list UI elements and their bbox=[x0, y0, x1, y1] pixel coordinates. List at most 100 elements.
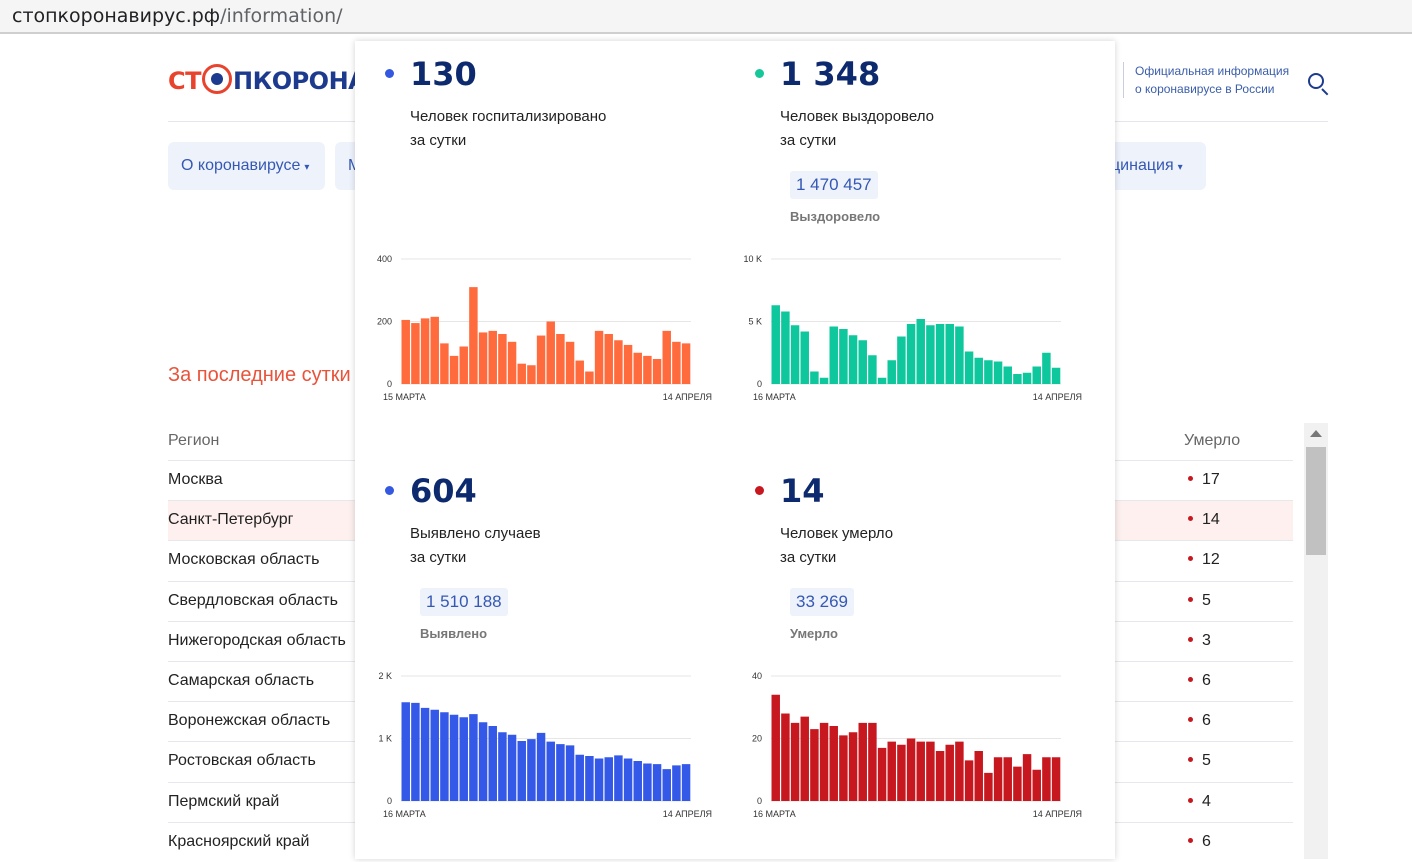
chart-bar[interactable] bbox=[916, 319, 925, 384]
chart-bar[interactable] bbox=[819, 377, 829, 384]
chart-bar[interactable] bbox=[800, 716, 809, 801]
chart-bar[interactable] bbox=[868, 355, 877, 384]
nav-about-coronavirus[interactable]: О коронавирусе ▾ bbox=[168, 142, 325, 190]
chart-bar[interactable] bbox=[623, 758, 633, 802]
chart-bar[interactable] bbox=[565, 745, 575, 801]
chart-bar[interactable] bbox=[469, 714, 478, 801]
chart-bar[interactable] bbox=[469, 287, 478, 384]
chart-bar[interactable] bbox=[643, 763, 652, 802]
chart-bar[interactable] bbox=[430, 316, 439, 384]
chart-bar[interactable] bbox=[877, 747, 887, 801]
chart-bar[interactable] bbox=[810, 371, 819, 385]
chart-bar[interactable] bbox=[604, 757, 613, 801]
chart-bar[interactable] bbox=[585, 756, 594, 801]
chart-bar[interactable] bbox=[478, 332, 488, 384]
chart-bar[interactable] bbox=[964, 351, 974, 385]
chart-bar[interactable] bbox=[781, 713, 790, 802]
chart-bar[interactable] bbox=[672, 341, 681, 384]
chart-bar[interactable] bbox=[1051, 757, 1061, 801]
chart-bar[interactable] bbox=[1042, 352, 1051, 384]
chart-bar[interactable] bbox=[926, 741, 935, 801]
chart-bar[interactable] bbox=[623, 344, 633, 384]
chart-bar[interactable] bbox=[790, 325, 800, 384]
chart-bar[interactable] bbox=[614, 755, 623, 801]
chart-bar[interactable] bbox=[1003, 757, 1012, 801]
chart-bar[interactable] bbox=[1042, 757, 1051, 801]
chart-bar[interactable] bbox=[858, 340, 867, 384]
chart-bar[interactable] bbox=[556, 744, 565, 801]
chart-bar[interactable] bbox=[575, 754, 584, 801]
chart-bar[interactable] bbox=[1022, 754, 1032, 801]
column-header-deaths[interactable]: Умерло bbox=[1184, 432, 1241, 449]
chart-bar[interactable] bbox=[565, 341, 575, 384]
chart-bar[interactable] bbox=[1032, 769, 1041, 801]
column-header-region[interactable]: Регион bbox=[168, 432, 220, 449]
chart-bar[interactable] bbox=[1013, 766, 1022, 801]
chart-bar[interactable] bbox=[887, 360, 896, 384]
chart-bar[interactable] bbox=[527, 365, 536, 384]
chart-bar[interactable] bbox=[848, 335, 858, 384]
site-logo[interactable]: СТ ПКОРОНАВИ bbox=[168, 64, 368, 98]
chart-bar[interactable] bbox=[411, 702, 420, 801]
chart-bar[interactable] bbox=[839, 329, 848, 384]
chart-bar[interactable] bbox=[546, 321, 555, 385]
chart-bar[interactable] bbox=[614, 340, 623, 384]
chart-bar[interactable] bbox=[810, 729, 819, 801]
chart-bar[interactable] bbox=[984, 772, 993, 801]
chart-bar[interactable] bbox=[781, 311, 790, 385]
chart-bar[interactable] bbox=[662, 330, 671, 384]
chart-bar[interactable] bbox=[517, 363, 526, 384]
chart-bar[interactable] bbox=[926, 325, 935, 384]
chart-bar[interactable] bbox=[585, 371, 594, 385]
chart-bar[interactable] bbox=[829, 726, 838, 801]
chart-bar[interactable] bbox=[945, 324, 954, 384]
chart-bar[interactable] bbox=[633, 352, 642, 384]
chart-bar[interactable] bbox=[848, 732, 858, 801]
chart-bar[interactable] bbox=[478, 722, 488, 801]
chart-bar[interactable] bbox=[897, 336, 906, 385]
chart-bar[interactable] bbox=[594, 758, 604, 802]
chart-bar[interactable] bbox=[955, 326, 964, 385]
chart-bar[interactable] bbox=[771, 305, 780, 384]
chart-bar[interactable] bbox=[1003, 366, 1012, 385]
chart-bar[interactable] bbox=[681, 764, 691, 801]
chart-bar[interactable] bbox=[556, 334, 565, 384]
chart-bar[interactable] bbox=[964, 760, 974, 801]
chart-bar[interactable] bbox=[681, 343, 691, 384]
chart-bar[interactable] bbox=[652, 359, 662, 384]
address-bar[interactable]: стопкоронавирус.рф/information/ bbox=[0, 0, 1412, 34]
chart-bar[interactable] bbox=[420, 318, 430, 384]
chart-bar[interactable] bbox=[546, 741, 555, 801]
chart-bar[interactable] bbox=[955, 741, 964, 801]
chart-bar[interactable] bbox=[643, 355, 652, 384]
chart-bar[interactable] bbox=[984, 360, 993, 384]
chart-bar[interactable] bbox=[488, 330, 497, 384]
chart-bar[interactable] bbox=[945, 744, 954, 801]
chart-bar[interactable] bbox=[459, 346, 468, 385]
chart-bar[interactable] bbox=[517, 741, 526, 801]
chart-bar[interactable] bbox=[440, 712, 449, 801]
chart-bar[interactable] bbox=[1051, 367, 1061, 384]
chart-bar[interactable] bbox=[536, 732, 546, 801]
chart-bar[interactable] bbox=[507, 341, 517, 384]
chart-bar[interactable] bbox=[993, 361, 1003, 385]
chart-bar[interactable] bbox=[633, 761, 642, 801]
nav-vaccination[interactable]: кцинация ▾ bbox=[1100, 142, 1206, 190]
chart-bar[interactable] bbox=[449, 355, 459, 384]
chart-bar[interactable] bbox=[819, 722, 829, 801]
chart-bar[interactable] bbox=[401, 319, 410, 384]
chart-bar[interactable] bbox=[868, 722, 877, 801]
chart-bar[interactable] bbox=[974, 357, 983, 384]
chart-bar[interactable] bbox=[672, 765, 681, 801]
chart-bar[interactable] bbox=[440, 343, 449, 384]
chart-bar[interactable] bbox=[858, 722, 867, 801]
chart-bar[interactable] bbox=[662, 769, 671, 801]
chart-bar[interactable] bbox=[498, 334, 507, 384]
chart-bar[interactable] bbox=[829, 326, 838, 385]
chart-bar[interactable] bbox=[916, 741, 925, 801]
chart-bar[interactable] bbox=[790, 722, 800, 801]
chart-bar[interactable] bbox=[839, 735, 848, 801]
chart-bar[interactable] bbox=[527, 739, 536, 801]
chart-bar[interactable] bbox=[897, 744, 906, 801]
chart-bar[interactable] bbox=[906, 738, 916, 802]
